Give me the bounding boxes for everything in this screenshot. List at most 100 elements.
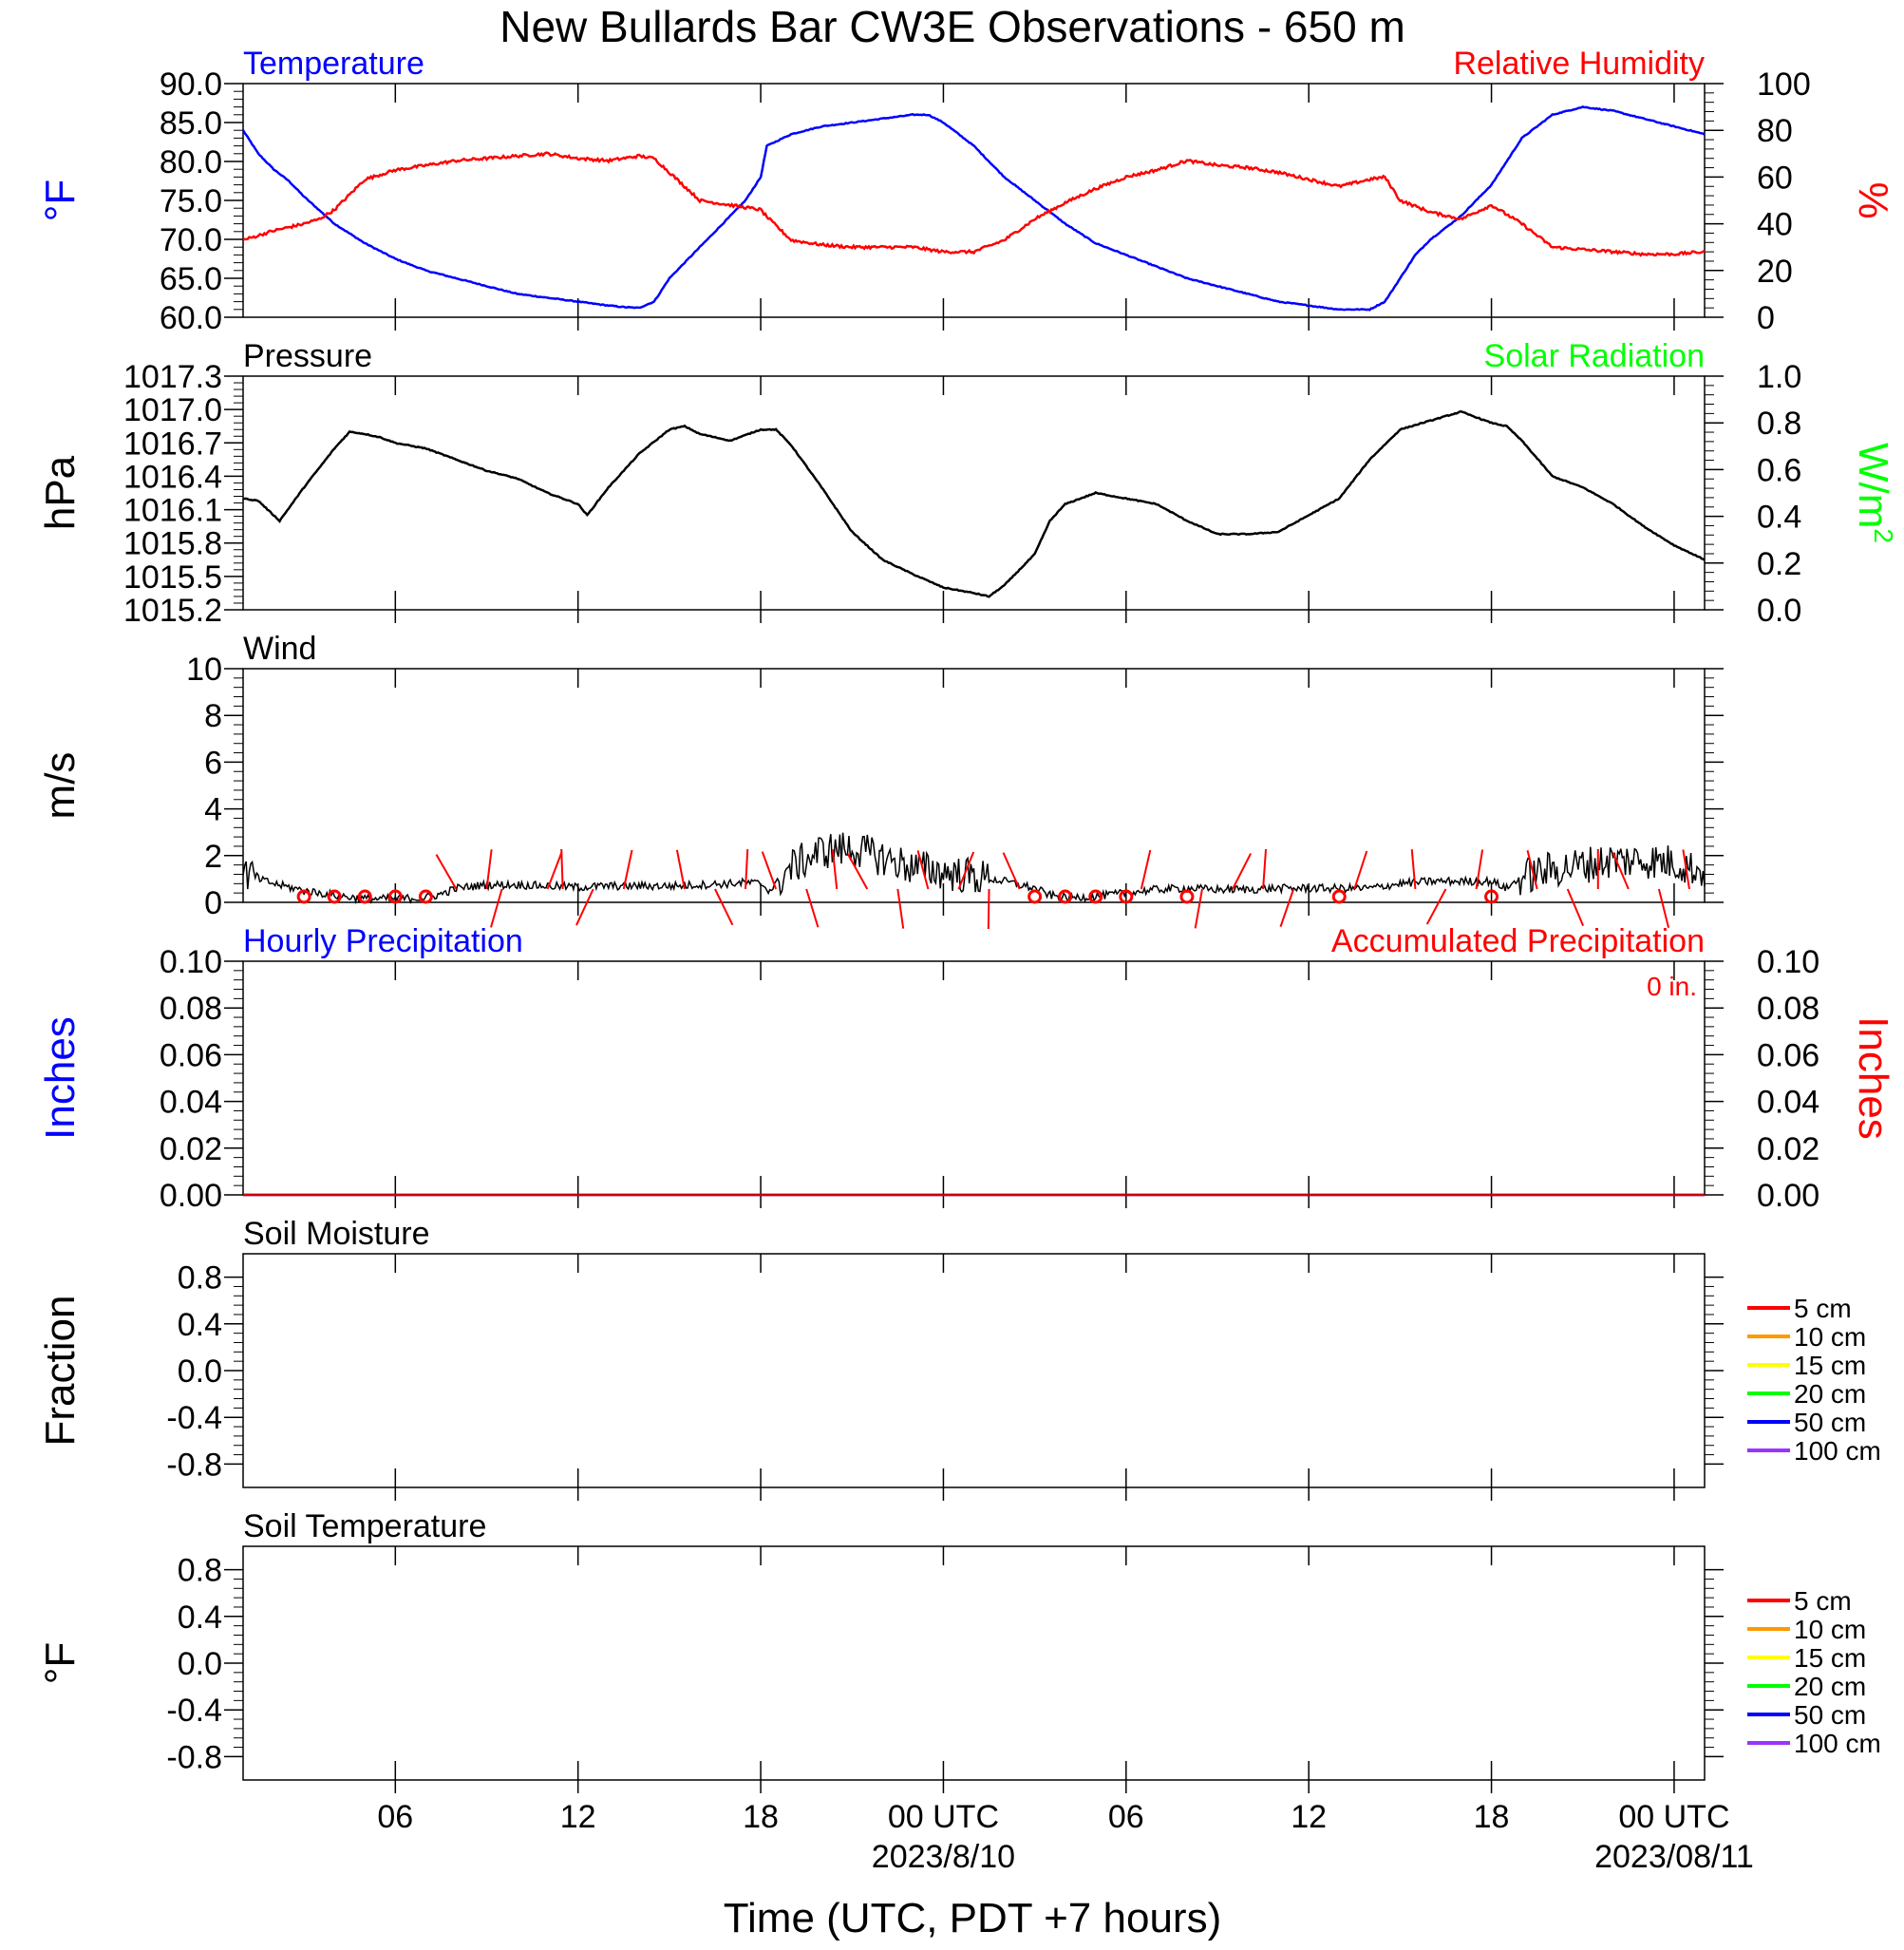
- y-tick-label-right: 0.6: [1757, 452, 1801, 488]
- y-tick-label-left: 70.0: [160, 222, 222, 258]
- y-tick-label-left: 1016.1: [123, 493, 222, 529]
- wind-barb: [1682, 849, 1690, 890]
- wind-barb: [1410, 849, 1417, 890]
- y-tick-label-left: 1016.4: [123, 459, 222, 495]
- calm-wind-marker: [1331, 889, 1347, 904]
- y-tick-label-left: 75.0: [160, 183, 222, 219]
- y-axis-label-right: W/m2: [1850, 443, 1898, 543]
- x-tick-label: 18: [743, 1799, 779, 1835]
- y-axis-label-right: Inches: [1850, 1016, 1896, 1140]
- y-tick-label-left: 65.0: [160, 261, 222, 297]
- y-tick-label-left: 0.08: [160, 991, 222, 1027]
- calm-wind-marker: [327, 889, 342, 904]
- y-tick-label-left: 85.0: [160, 105, 222, 142]
- calm-wind-marker: [1179, 889, 1195, 904]
- x-date-label: 2023/8/10: [872, 1839, 1015, 1875]
- wind-barb: [1566, 888, 1585, 927]
- y-tick-label-right: 0.4: [1757, 500, 1801, 536]
- y-axis-label-left: m/s: [37, 752, 84, 820]
- wind-barb: [675, 849, 686, 890]
- panel-title-left: Hourly Precipitation: [243, 923, 523, 959]
- y-tick-label-left: 0.06: [160, 1037, 222, 1073]
- wind-barb: [575, 888, 594, 926]
- y-tick-label-left: 80.0: [160, 144, 222, 180]
- y-tick-label-right: 0.04: [1757, 1085, 1819, 1121]
- y-tick-label-left: 1015.8: [123, 526, 222, 562]
- y-tick-label-right: 60: [1757, 160, 1793, 196]
- panel-title-left: Wind: [243, 631, 316, 667]
- wind-barb: [916, 850, 930, 890]
- y-tick-label-left: -0.4: [166, 1400, 222, 1436]
- x-axis-label: Time (UTC, PDT +7 hours): [724, 1895, 1221, 1941]
- panel-precip: Hourly Precipitation Accumulated Precipit…: [37, 923, 1896, 1214]
- y-tick-label-right: 80: [1757, 113, 1793, 149]
- y-tick-label-left: 0.0: [178, 1646, 222, 1682]
- calm-wind-marker: [418, 889, 433, 904]
- y-tick-label-left: 0.4: [178, 1307, 222, 1343]
- wind-barb: [847, 853, 869, 890]
- wind-barb: [1262, 849, 1268, 890]
- panel-title-right: Relative Humidity: [1453, 46, 1705, 82]
- panel-pressure: Pressure Solar Radiation1017.31017.01016.…: [37, 338, 1898, 629]
- y-tick-label-left: 0.10: [160, 944, 222, 980]
- calm-wind-marker: [387, 889, 403, 904]
- wind-barb: [745, 849, 749, 890]
- calm-wind-marker: [1027, 889, 1043, 904]
- series-line-temp_rh-0: [241, 105, 1706, 312]
- x-tick-label: 12: [1291, 1799, 1327, 1835]
- plot-frame: [242, 960, 1706, 1196]
- y-tick-label-left: 0.4: [178, 1600, 222, 1636]
- y-tick-label-left: 1015.5: [123, 559, 222, 596]
- wind-barb: [1425, 888, 1447, 925]
- panel-title-right: Solar Radiation: [1484, 338, 1705, 374]
- y-tick-label-left: 0.02: [160, 1131, 222, 1167]
- legend-label: 5 cm: [1794, 1294, 1852, 1323]
- y-tick-label-left: 60.0: [160, 300, 222, 336]
- legend-label: 15 cm: [1794, 1351, 1866, 1380]
- x-tick-label: 18: [1474, 1799, 1510, 1835]
- y-tick-label-right: 1.0: [1757, 359, 1801, 395]
- accumulated-annotation: 0 in.: [1647, 972, 1697, 1001]
- calm-wind-marker: [1088, 889, 1103, 904]
- legend-label: 50 cm: [1794, 1700, 1866, 1730]
- wind-barb: [1232, 853, 1252, 890]
- plot-frame: [242, 1253, 1706, 1488]
- y-axis-label-left: Fraction: [37, 1296, 84, 1447]
- y-tick-label-left: 1017.0: [123, 392, 222, 428]
- panel-soil_moisture: Soil Moisture 0.8 0.4 0.0 -0.4 -0.8 Fraction 5 …: [37, 1216, 1881, 1501]
- wind-barb: [1475, 849, 1484, 890]
- y-axis-label-left: °F: [37, 180, 84, 221]
- y-tick-label-right: 0.00: [1757, 1178, 1819, 1214]
- x-tick-label: 12: [560, 1799, 596, 1835]
- legend-label: 10 cm: [1794, 1615, 1866, 1644]
- y-tick-label-left: 1016.7: [123, 426, 222, 462]
- plot-frame: [242, 668, 1706, 903]
- wind-barb: [714, 888, 734, 926]
- figure-title: New Bullards Bar CW3E Observations - 650…: [500, 2, 1405, 51]
- y-tick-label-right: 0.10: [1757, 944, 1819, 980]
- wind-barb: [1002, 852, 1021, 890]
- y-tick-label-left: 2: [204, 839, 222, 875]
- legend-label: 100 cm: [1794, 1436, 1881, 1466]
- wind-barb: [435, 854, 458, 890]
- wind-barb: [761, 851, 778, 890]
- wind-barb: [1194, 888, 1203, 929]
- legend-label: 10 cm: [1794, 1322, 1866, 1352]
- wind-barb: [987, 888, 990, 930]
- legend-label: 50 cm: [1794, 1408, 1866, 1437]
- wind-barb: [622, 849, 633, 890]
- calm-wind-marker: [296, 889, 311, 904]
- y-tick-label-right: 0.02: [1757, 1131, 1819, 1167]
- plot-frame: [242, 1545, 1706, 1781]
- wind-barb: [546, 851, 563, 890]
- wind-barb: [1612, 851, 1630, 890]
- panel-title-right: Accumulated Precipitation: [1331, 923, 1705, 959]
- panel-title-left: Soil Moisture: [243, 1216, 430, 1252]
- y-tick-label-left: -0.8: [166, 1739, 222, 1775]
- wind-barb: [896, 888, 905, 929]
- legend-label: 20 cm: [1794, 1379, 1866, 1409]
- legend-label: 20 cm: [1794, 1672, 1866, 1701]
- y-tick-label-right: 40: [1757, 207, 1793, 243]
